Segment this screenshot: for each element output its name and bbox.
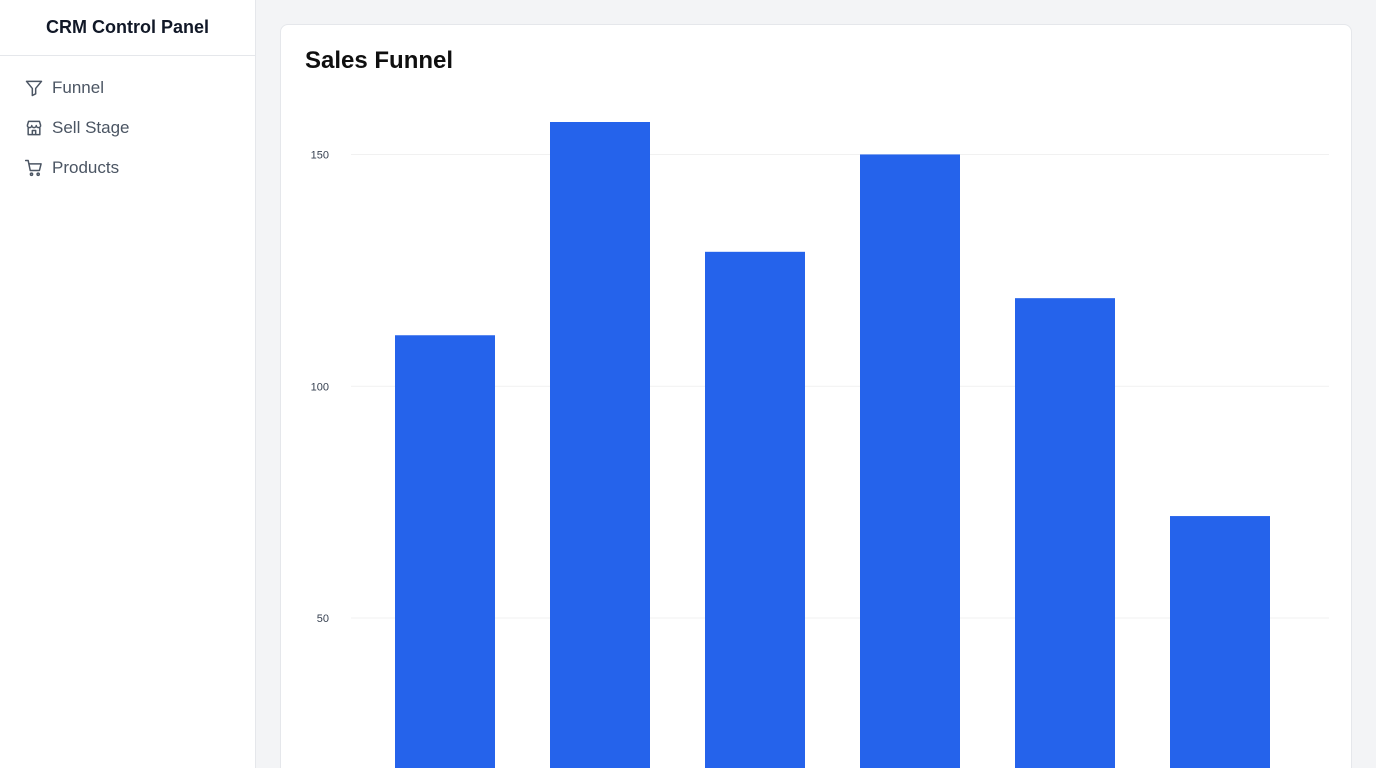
sidebar-header: CRM Control Panel <box>0 0 255 56</box>
store-icon <box>24 118 44 138</box>
y-tick-label: 150 <box>311 149 329 161</box>
bar[interactable] <box>1015 298 1115 768</box>
card-title: Sales Funnel <box>305 47 454 74</box>
bar[interactable] <box>705 251 805 768</box>
sidebar-item-label: Products <box>52 158 120 177</box>
chart-container: 50 100 150 <box>281 105 1353 768</box>
sidebar-item-label: Funnel <box>52 78 104 97</box>
app-title: CRM Control Panel <box>45 17 209 37</box>
sidebar: CRM Control Panel Funnel <box>0 0 256 768</box>
bar[interactable] <box>395 335 495 768</box>
bar[interactable] <box>1170 516 1270 768</box>
bar[interactable] <box>860 154 960 768</box>
sidebar-nav: Funnel Sell Stage <box>0 56 255 180</box>
cart-icon <box>24 158 44 178</box>
sidebar-item-products[interactable]: Products <box>24 156 255 180</box>
sales-funnel-chart: 50 100 150 <box>311 122 1329 768</box>
y-tick-label: 50 <box>317 613 329 625</box>
sidebar-item-funnel[interactable]: Funnel <box>24 76 255 100</box>
sidebar-item-label: Sell Stage <box>52 118 130 137</box>
sidebar-item-sell-stage[interactable]: Sell Stage <box>24 116 255 140</box>
bar[interactable] <box>550 122 650 768</box>
sales-funnel-card: Sales Funnel 50 100 150 <box>280 24 1352 768</box>
main-content: Sales Funnel 50 100 150 <box>256 0 1376 768</box>
y-tick-label: 100 <box>311 381 329 393</box>
filter-icon <box>24 78 44 98</box>
